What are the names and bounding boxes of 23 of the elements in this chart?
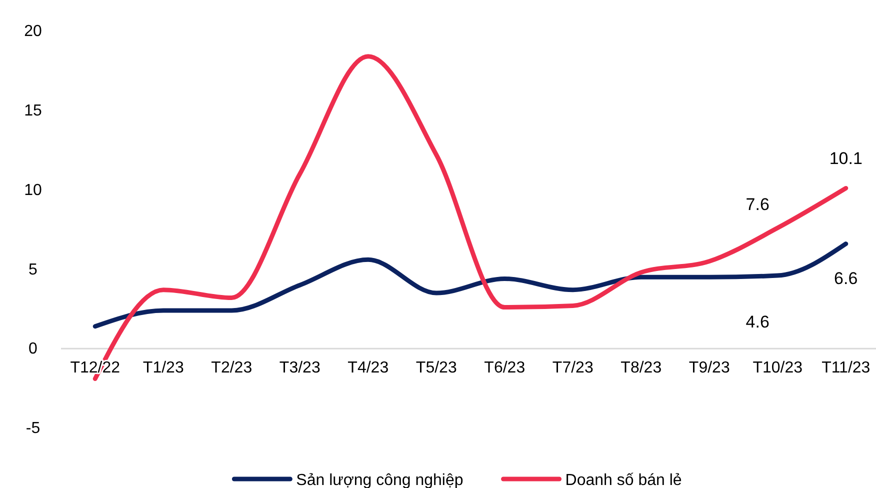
data-label: 6.6 [834, 268, 858, 288]
x-tick-label: T10/23 [752, 359, 803, 376]
data-label: 7.6 [746, 194, 770, 214]
x-tick-label: T3/23 [279, 359, 320, 376]
x-tick-label: T2/23 [211, 359, 252, 376]
y-tick-label: 15 [24, 102, 42, 120]
legend-label: Doanh số bán lẻ [565, 472, 682, 488]
x-tick-label: T5/23 [416, 359, 457, 376]
x-tick-label: T6/23 [484, 359, 526, 376]
data-label: 10.1 [829, 149, 862, 168]
x-tick-label: T7/23 [552, 359, 594, 376]
x-tick-label: T8/23 [620, 359, 662, 376]
data-label: 4.6 [746, 312, 770, 332]
legend-label: Sản lượng công nghiệp [296, 472, 464, 488]
x-tick-label: T4/23 [348, 359, 389, 376]
y-tick-label: 20 [24, 23, 42, 40]
y-tick-label: 5 [28, 261, 38, 278]
y-tick-label: 0 [28, 340, 38, 358]
x-tick-label: T9/23 [688, 359, 730, 376]
y-tick-label: -5 [26, 420, 40, 438]
x-tick-label: T1/23 [142, 359, 184, 376]
x-tick-label: T11/23 [822, 359, 870, 376]
y-tick-label: 10 [24, 182, 42, 199]
